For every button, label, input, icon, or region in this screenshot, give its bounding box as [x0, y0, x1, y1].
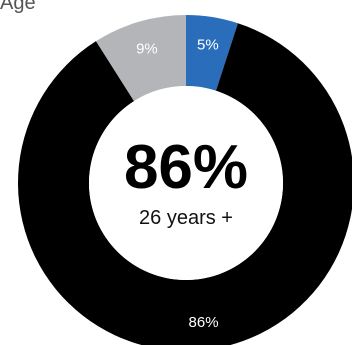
donut-slice-0: [186, 15, 238, 91]
slice-label-1: 86%: [189, 314, 219, 331]
donut-hole: [89, 86, 283, 280]
center-value: 86%: [124, 133, 248, 202]
slice-label-2: 9%: [136, 41, 158, 58]
center-label: 26 years +: [139, 207, 233, 229]
donut-slices: [18, 15, 352, 345]
slice-label-0: 5%: [197, 37, 219, 54]
chart-title: Age: [0, 0, 36, 14]
donut-slice-1: [18, 23, 352, 345]
donut-slice-2: [95, 15, 186, 102]
slice-labels: 5% 86% 9%: [136, 37, 219, 331]
